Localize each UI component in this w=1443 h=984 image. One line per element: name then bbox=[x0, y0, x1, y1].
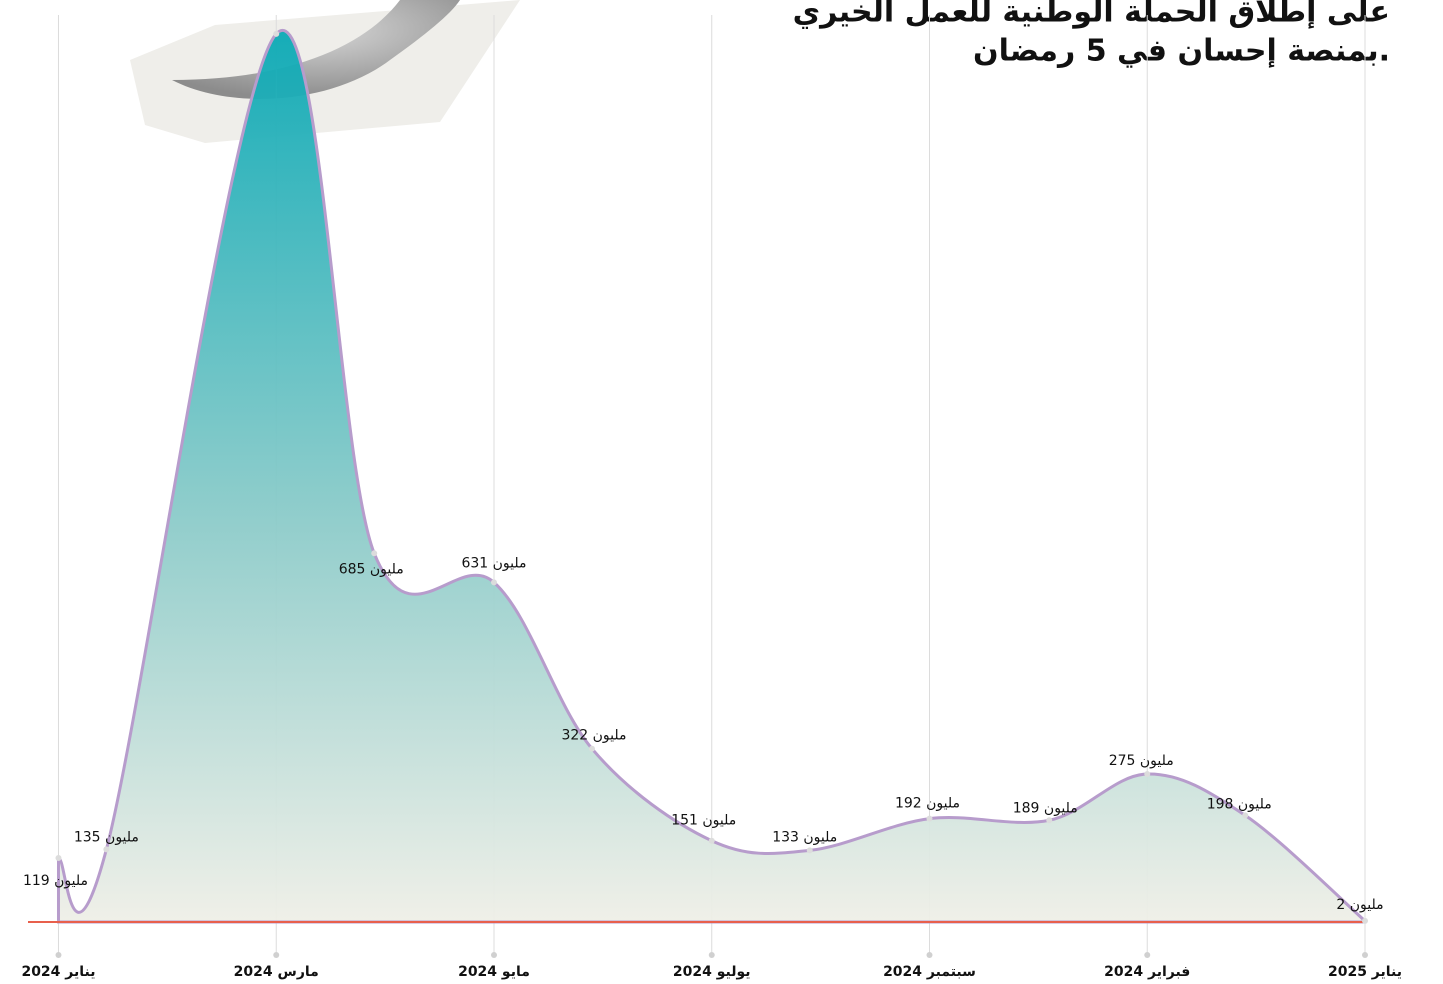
point bbox=[588, 745, 595, 752]
data-label: 151 مليون bbox=[671, 813, 736, 829]
point bbox=[926, 815, 933, 822]
point bbox=[103, 846, 110, 853]
x-tick-label: يناير 2024 bbox=[21, 964, 95, 980]
tick-dot bbox=[273, 952, 280, 958]
area bbox=[56, 29, 1367, 924]
data-label: 322 مليون bbox=[561, 728, 626, 744]
point bbox=[1362, 917, 1368, 924]
title-line: بمنصة إحسان في 5 رمضان. bbox=[973, 34, 1390, 69]
data-label: 135 مليون bbox=[74, 829, 139, 845]
point bbox=[708, 837, 715, 844]
data-label: 133 مليون bbox=[772, 829, 837, 845]
point bbox=[806, 847, 813, 854]
tick-dot bbox=[1362, 952, 1368, 958]
point bbox=[490, 579, 497, 586]
x-tick-label: سبتمبر 2024 bbox=[883, 964, 976, 980]
point bbox=[55, 854, 62, 861]
x-tick-label: يوليو 2024 bbox=[673, 964, 751, 980]
x-tick-label: مايو 2024 bbox=[458, 964, 530, 980]
x-tick-label: مارس 2024 bbox=[234, 964, 319, 980]
data-label: 198 مليون bbox=[1207, 796, 1272, 812]
data-label: 2 مليون bbox=[1336, 897, 1383, 913]
moon-decoration bbox=[130, 0, 520, 143]
data-label: 189 مليون bbox=[1013, 800, 1078, 816]
point bbox=[1046, 817, 1053, 824]
data-label: 119 مليون bbox=[23, 873, 88, 889]
title-line: على إطلاق الحملة الوطنية للعمل الخيري bbox=[793, 0, 1390, 30]
data-label: 685 مليون bbox=[339, 561, 404, 577]
tick-dot bbox=[55, 952, 62, 958]
data-label: 631 مليون bbox=[461, 555, 526, 571]
data-label: 192 مليون bbox=[895, 796, 960, 812]
x-tick-label: فبراير 2024 bbox=[1104, 964, 1190, 980]
tick-dot bbox=[490, 952, 497, 958]
tick-dot bbox=[708, 952, 715, 958]
point bbox=[273, 30, 280, 37]
tick-dot bbox=[1144, 952, 1151, 958]
point bbox=[1144, 770, 1151, 777]
x-tick-label: يناير 2025 bbox=[1328, 964, 1402, 980]
point bbox=[371, 550, 378, 557]
data-label: 275 مليون bbox=[1109, 753, 1174, 769]
point bbox=[1242, 812, 1249, 819]
tick-dot bbox=[926, 952, 933, 958]
